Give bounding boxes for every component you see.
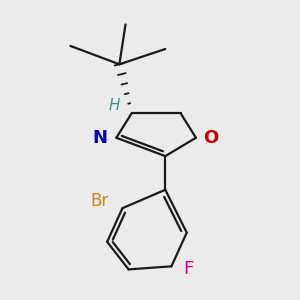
Text: Br: Br — [90, 191, 109, 209]
Text: N: N — [92, 129, 107, 147]
Text: O: O — [204, 129, 219, 147]
Text: F: F — [183, 260, 194, 278]
Text: H: H — [109, 98, 121, 113]
